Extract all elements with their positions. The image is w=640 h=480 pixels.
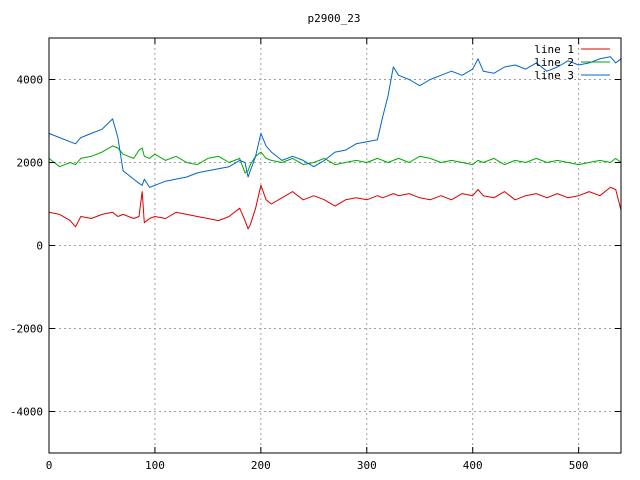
- y-tick-label: -4000: [10, 406, 43, 419]
- y-tick-label: 0: [36, 240, 43, 253]
- x-tick-label: 0: [46, 459, 53, 472]
- x-tick-label: 400: [463, 459, 483, 472]
- legend-label: line 1: [534, 43, 574, 56]
- series-layer: [48, 56, 622, 230]
- series-line-3: [48, 56, 622, 188]
- x-tick-label: 500: [569, 459, 589, 472]
- y-tick-label: -2000: [10, 323, 43, 336]
- chart-title: p2900_23: [308, 12, 361, 25]
- legend-label: line 3: [534, 69, 574, 82]
- x-tick-label: 200: [251, 459, 271, 472]
- series-line-1: [48, 184, 622, 230]
- x-tick-label: 100: [145, 459, 165, 472]
- axis-ticks: 0 100 200 300 400 500 -4000 -2000 0 2000 4000: [10, 38, 621, 472]
- x-tick-label: 300: [357, 459, 377, 472]
- y-tick-label: 4000: [17, 74, 44, 87]
- y-tick-label: 2000: [17, 157, 44, 170]
- legend-label: line 2: [534, 56, 574, 69]
